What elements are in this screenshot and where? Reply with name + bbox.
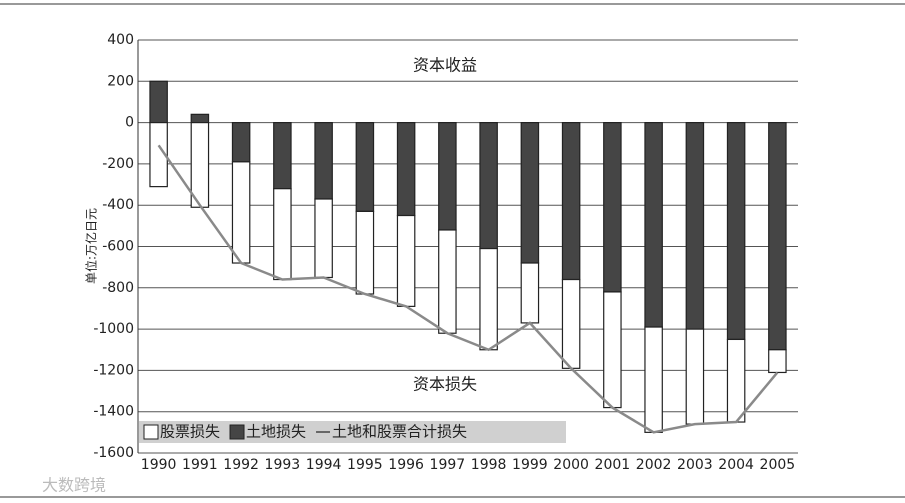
bar	[438, 121, 457, 231]
legend-swatch	[229, 424, 245, 440]
bar	[190, 113, 210, 124]
x-tick-label: 1998	[471, 457, 507, 473]
bar	[355, 210, 375, 295]
legend-box	[139, 421, 566, 443]
x-tick-label: 1990	[141, 457, 177, 473]
line	[157, 144, 779, 434]
x-tick-label: 1993	[265, 457, 301, 473]
bar	[314, 121, 333, 200]
y-tick-label: 200	[107, 73, 134, 89]
bar	[603, 291, 622, 409]
y-tick-label: -400	[102, 197, 134, 213]
annotation: 资本收益	[413, 56, 477, 75]
bar	[355, 121, 375, 212]
bar	[396, 214, 416, 307]
bar	[768, 349, 787, 374]
bar	[479, 121, 498, 250]
bar	[231, 161, 251, 264]
x-tick-label: 1994	[306, 457, 342, 473]
annotation: 资本损失	[413, 375, 477, 394]
bar	[149, 80, 168, 124]
bar	[726, 121, 746, 341]
x-tick-label: 1991	[182, 457, 218, 473]
bar	[314, 198, 333, 279]
bar	[768, 121, 787, 351]
x-tick-label: 1997	[430, 457, 466, 473]
bar	[438, 229, 457, 334]
bar	[603, 121, 622, 293]
bar	[726, 338, 746, 423]
bar	[231, 121, 251, 163]
watermark: 大数跨境	[42, 476, 106, 495]
y-tick-label: -200	[102, 156, 134, 172]
bar	[149, 121, 168, 188]
y-tick-label: -1200	[93, 362, 134, 378]
y-axis-label: 单位:万亿日元	[84, 208, 99, 284]
bar	[396, 121, 416, 217]
x-tick-label: 2004	[718, 457, 754, 473]
y-tick-label: -800	[102, 280, 134, 296]
y-tick-label: -1600	[93, 445, 134, 461]
legend-swatch	[143, 424, 159, 440]
bar	[561, 278, 581, 369]
bar	[644, 326, 663, 433]
x-tick-label: 1995	[347, 457, 383, 473]
y-tick-label: 0	[125, 115, 134, 131]
legend-label: 股票损失	[160, 423, 220, 441]
x-tick-label: 2000	[553, 457, 589, 473]
bar	[273, 188, 292, 281]
x-tick-label: 1992	[223, 457, 259, 473]
bar	[685, 328, 705, 425]
bar	[520, 121, 540, 264]
bar	[479, 247, 498, 351]
x-tick-label: 2005	[760, 457, 796, 473]
bar	[273, 121, 292, 190]
y-tick-label: -1400	[93, 404, 134, 420]
bar	[685, 121, 705, 330]
bar	[644, 121, 663, 328]
y-tick-label: -600	[102, 239, 134, 255]
legend-label: 土地损失	[246, 423, 306, 441]
x-tick-label: 2002	[636, 457, 672, 473]
y-tick-label: 400	[107, 32, 134, 48]
x-tick-label: 1999	[512, 457, 548, 473]
x-tick-label: 2003	[677, 457, 713, 473]
x-tick-label: 2001	[595, 457, 631, 473]
x-tick-label: 1996	[388, 457, 424, 473]
bar	[520, 262, 540, 324]
bar	[561, 121, 581, 281]
legend-label: 土地和股票合计损失	[332, 423, 467, 441]
y-tick-label: -1000	[93, 321, 134, 337]
